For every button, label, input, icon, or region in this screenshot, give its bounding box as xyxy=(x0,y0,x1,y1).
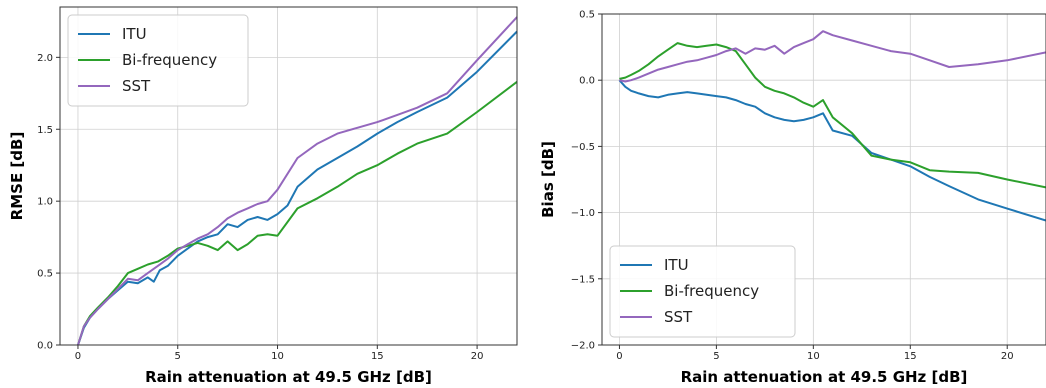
legend-label: ITU xyxy=(122,25,147,43)
legend-box xyxy=(67,14,249,107)
legend-label: SST xyxy=(122,77,151,95)
legend-label: ITU xyxy=(664,256,689,274)
y-tick-label: 0.5 xyxy=(579,10,595,21)
y-tick-label: −2.0 xyxy=(571,341,595,352)
y-axis-label: Bias [dB] xyxy=(539,141,557,218)
y-tick-label: 0.0 xyxy=(579,76,595,87)
bias-chart-panel: 0 5 10 15 20 −2.0 −1.5 −1.0 −0.5 0.0 0.5 Rain atten… xyxy=(539,10,1046,386)
y-tick-label: 2.0 xyxy=(37,53,53,64)
x-tick-label: 0 xyxy=(616,351,622,362)
x-tick-label: 10 xyxy=(271,351,284,362)
series-line-sst xyxy=(77,16,518,346)
series-line-itu xyxy=(618,79,1046,222)
y-tick-label: −1.0 xyxy=(571,208,595,219)
series-line-itu xyxy=(77,30,518,346)
x-tick-label: 10 xyxy=(807,351,820,362)
y-tick-label: 0.0 xyxy=(37,341,53,352)
x-axis-label: Rain attenuation at 49.5 GHz [dB] xyxy=(145,368,432,386)
y-tick-label: 1.5 xyxy=(37,125,53,136)
legend-label: Bi-frequency xyxy=(122,51,217,69)
y-tick-label: −1.5 xyxy=(571,274,595,285)
rmse-chart-panel: 0 5 10 15 20 0.0 0.5 1.0 1.5 2.0 Rain attenuation … xyxy=(8,6,518,386)
legend-box xyxy=(609,245,796,338)
legend: ITU Bi-frequency SST xyxy=(67,14,249,107)
y-tick-label: 0.5 xyxy=(37,269,53,280)
x-tick-label: 20 xyxy=(471,351,484,362)
series-line-bi-frequency xyxy=(619,42,1046,189)
legend-label: Bi-frequency xyxy=(664,282,759,300)
x-axis-label: Rain attenuation at 49.5 GHz [dB] xyxy=(681,368,968,386)
legend: ITU Bi-frequency SST xyxy=(609,245,796,338)
y-tick-label: −0.5 xyxy=(571,142,595,153)
x-tick-label: 15 xyxy=(904,351,917,362)
series-line-sst xyxy=(619,30,1046,83)
legend-label: SST xyxy=(664,308,693,326)
x-tick-label: 5 xyxy=(713,351,719,362)
axes-frame xyxy=(601,13,1046,346)
x-tick-label: 20 xyxy=(1001,351,1014,362)
x-tick-label: 15 xyxy=(371,351,384,362)
x-tick-label: 0 xyxy=(75,351,81,362)
axes-frame xyxy=(59,6,518,346)
y-tick-label: 1.0 xyxy=(37,197,53,208)
series-line-bi-frequency xyxy=(77,81,518,346)
x-tick-label: 5 xyxy=(175,351,181,362)
y-axis-label: RMSE [dB] xyxy=(8,132,26,221)
